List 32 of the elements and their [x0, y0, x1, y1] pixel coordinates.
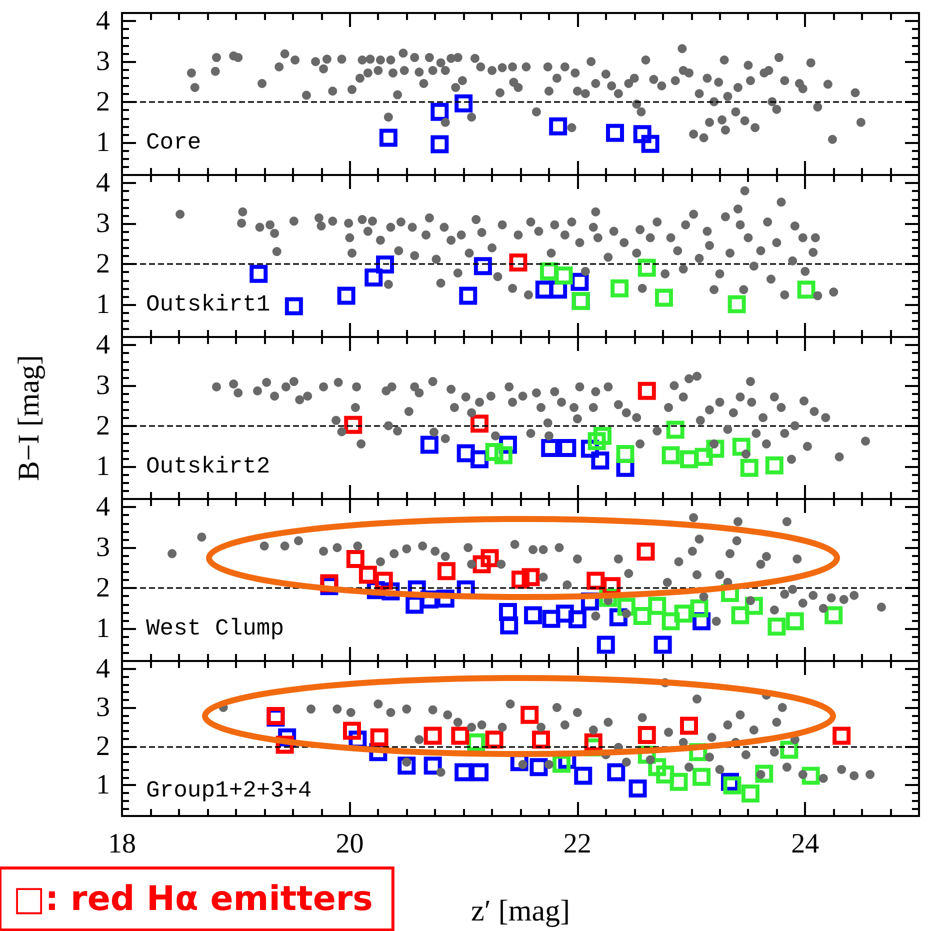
y-tick-label: 1 — [96, 451, 110, 482]
x-tick-label: 20 — [336, 828, 364, 860]
annotation: Group1+2+3+4 — [146, 778, 312, 804]
y-tick-label: 4 — [96, 168, 110, 199]
y-tick-label: 1 — [96, 127, 110, 158]
x-axis-title: z′ [mag] — [470, 894, 570, 928]
y-tick-label: 3 — [96, 208, 110, 240]
y-tick-label: 2 — [96, 730, 110, 762]
y-tick-label: 4 — [96, 492, 110, 523]
x-tick-label: 22 — [563, 828, 592, 860]
y-tick-label: 3 — [96, 692, 110, 723]
y-axis-title: B−I [mag] — [12, 354, 46, 482]
y-tick-label: 1 — [96, 613, 110, 644]
y-tick-label: 1 — [96, 289, 110, 320]
y-tick-label: 3 — [96, 532, 110, 564]
y-tick-label: 2 — [96, 248, 110, 280]
x-tick-label: 24 — [791, 828, 820, 860]
y-tick-label: 4 — [96, 6, 110, 37]
y-tick-label: 4 — [96, 653, 110, 684]
y-tick-label: 1 — [96, 770, 110, 800]
y-tick-label: 2 — [96, 86, 110, 118]
x-tick-label: 18 — [108, 828, 136, 860]
y-tick-label: 2 — [96, 410, 110, 442]
text: □: red Hα emitters — [13, 879, 373, 919]
annotation: Outskirt2 — [146, 454, 270, 480]
annotation: West Clump — [146, 616, 284, 642]
annotation: Core — [146, 130, 202, 156]
y-tick-label: 4 — [96, 330, 110, 361]
y-tick-label: 3 — [96, 46, 110, 78]
y-tick-label: 3 — [96, 370, 110, 402]
annotation: Outskirt1 — [146, 292, 270, 318]
y-tick-label: 2 — [96, 572, 110, 604]
